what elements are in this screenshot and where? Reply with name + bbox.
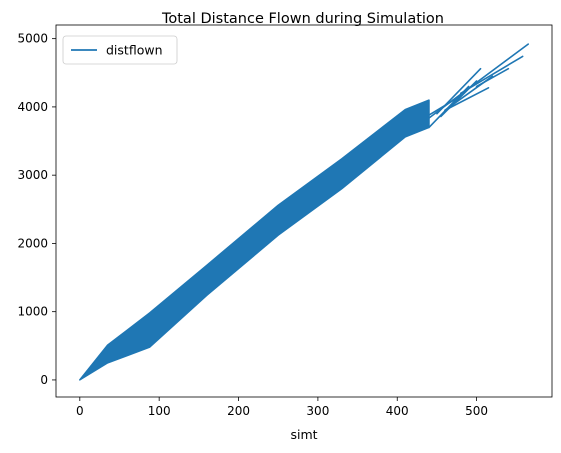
x-axis: 0 100 200 300 400 500 — [76, 397, 488, 418]
x-tick-label: 200 — [227, 404, 250, 418]
x-tick-label: 400 — [386, 404, 409, 418]
series-band-distflown — [79, 99, 430, 381]
x-tick-label: 100 — [148, 404, 171, 418]
legend-box — [62, 35, 178, 65]
legend: distflown — [62, 35, 178, 65]
y-tick-label: 2000 — [17, 236, 48, 250]
y-tick-label: 0 — [40, 373, 48, 387]
series-layer — [79, 43, 529, 381]
y-axis: 0 1000 2000 3000 4000 5000 — [17, 32, 56, 387]
x-tick-label: 300 — [306, 404, 329, 418]
y-tick-label: 1000 — [17, 305, 48, 319]
plot-area — [55, 24, 553, 398]
y-tick-label: 4000 — [17, 100, 48, 114]
chart-title: Total Distance Flown during Simulation — [161, 11, 444, 27]
y-tick-label: 5000 — [17, 32, 48, 46]
series-spike-distflown-8 — [448, 86, 490, 110]
series-spike-distflown-7 — [475, 67, 510, 88]
x-tick-label: 500 — [465, 404, 488, 418]
x-axis-label: simt — [290, 427, 317, 442]
series-spike-distflown-6 — [459, 55, 524, 95]
x-tick-label: 0 — [76, 404, 84, 418]
y-tick-label: 3000 — [17, 168, 48, 182]
legend-label-distflown: distflown — [106, 43, 163, 58]
plot-frame — [55, 24, 553, 398]
series-spike-distflown-9 — [428, 95, 462, 116]
